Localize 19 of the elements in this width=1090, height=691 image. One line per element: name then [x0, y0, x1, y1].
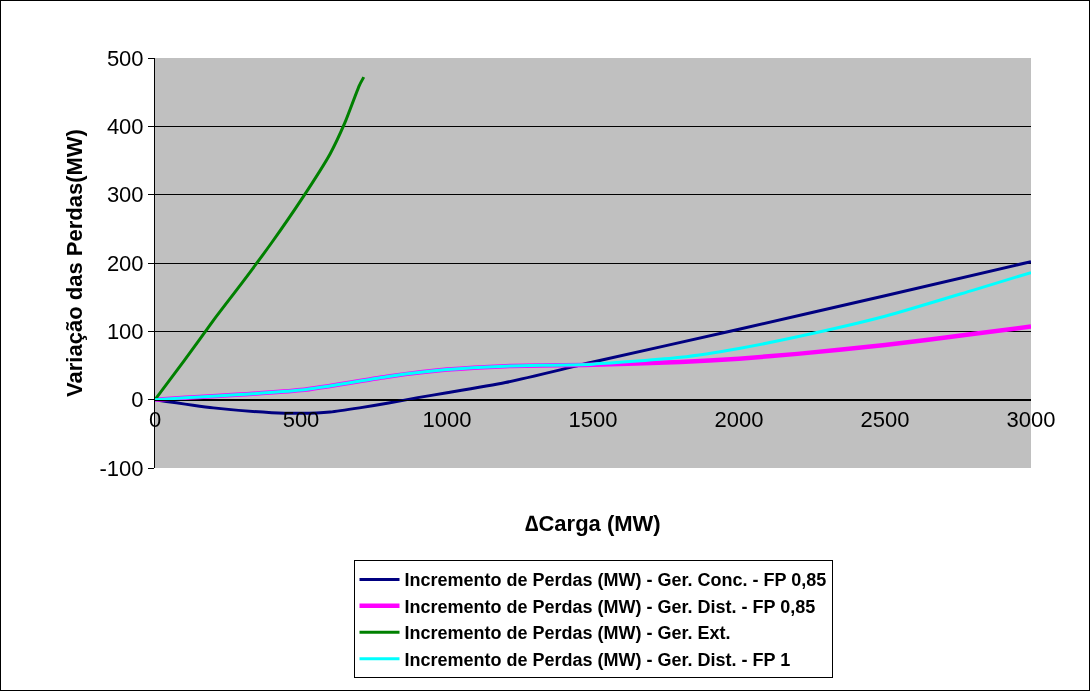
x-tick-label: 3000 — [1006, 407, 1056, 433]
legend-label: Incremento de Perdas (MW) - Ger. Ext. — [404, 623, 731, 644]
y-tick-label: -100 — [99, 455, 144, 481]
legend-label: Incremento de Perdas (MW) - Ger. Dist. - FP 1 — [404, 649, 791, 670]
legend-label: Incremento de Perdas (MW) - Ger. Conc. - FP 0,85 — [404, 570, 827, 591]
y-tick-label: 200 — [106, 250, 144, 276]
x-tick-label: 1500 — [568, 407, 618, 433]
y-tick-label: 0 — [131, 387, 144, 413]
x-tick-label: 2500 — [860, 407, 910, 433]
x-axis-title: ∆Carga (MW) — [525, 511, 661, 536]
y-tick-label: 400 — [106, 114, 144, 140]
x-tick-label: 2000 — [714, 407, 764, 433]
y-tick-label: 100 — [106, 319, 144, 345]
y-axis-title: Variação das Perdas(MW) — [62, 129, 88, 397]
legend-label: Incremento de Perdas (MW) - Ger. Dist. - FP 0,85 — [404, 596, 816, 617]
x-tick-label: 1000 — [422, 407, 472, 433]
x-tick-label: 500 — [282, 407, 320, 433]
y-tick-label: 300 — [106, 182, 144, 208]
y-tick-label: 500 — [106, 45, 144, 71]
